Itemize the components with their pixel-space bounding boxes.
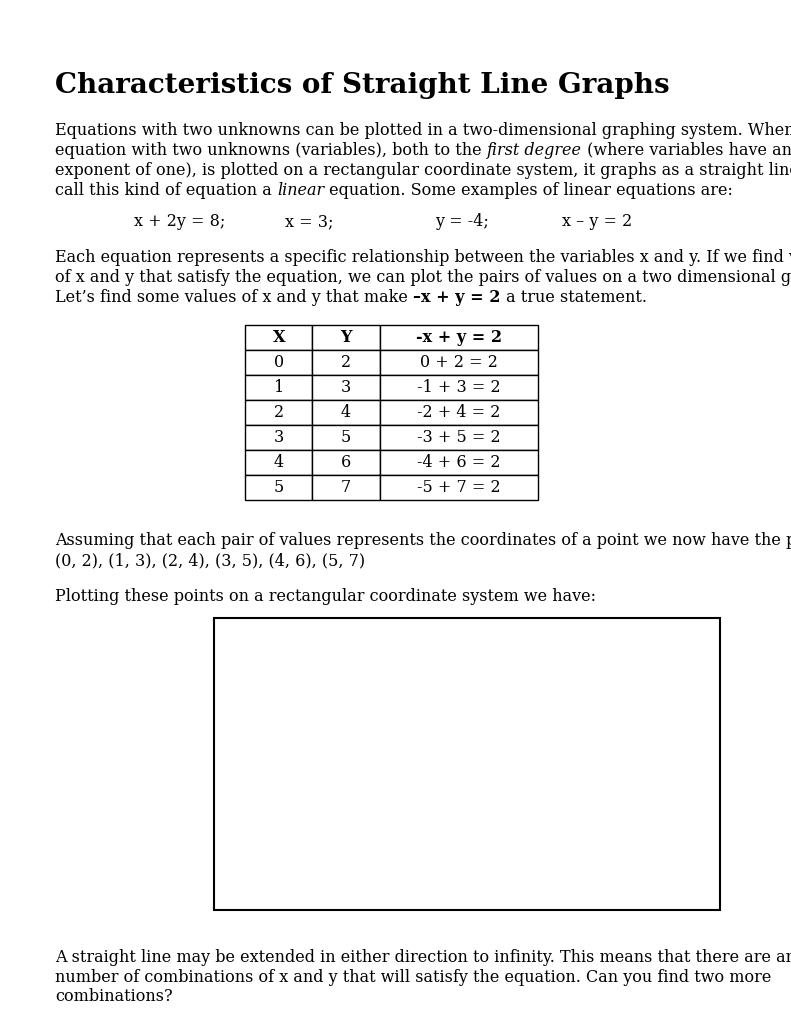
Text: a true statement.: a true statement. [501,290,647,306]
Text: 2: 2 [341,354,351,372]
Text: 4: 4 [341,404,351,421]
Bar [312,475,380,500]
Text: -x + y = 2: -x + y = 2 [416,330,501,346]
Text: 3: 3 [274,429,284,446]
Bar [245,451,312,475]
Title: Graph of -x + y = 2: Graph of -x + y = 2 [406,654,567,669]
Text: (where variables have an: (where variables have an [582,141,791,159]
Text: 0 + 2 = 2: 0 + 2 = 2 [420,354,498,372]
Bar [245,375,312,400]
Bar [245,400,312,425]
Text: x + 2y = 8;: x + 2y = 8; [134,213,226,230]
Text: (0, 2), (1, 3), (2, 4), (3, 5), (4, 6), (5, 7): (0, 2), (1, 3), (2, 4), (3, 5), (4, 6), … [55,552,365,569]
Text: Equations with two unknowns can be plotted in a two-dimensional graphing system.: Equations with two unknowns can be plott… [55,122,791,138]
Bar [245,475,312,500]
Text: combinations?: combinations? [55,988,173,1006]
X-axis label: x axis: x axis [464,873,509,888]
Text: 5: 5 [274,479,284,496]
Y-axis label: y axis: y axis [237,737,250,780]
Bar [380,425,538,451]
Text: equation with two unknowns (variables), both to the: equation with two unknowns (variables), … [55,141,487,159]
Text: -5 + 7 = 2: -5 + 7 = 2 [417,479,501,496]
Bar [380,326,538,350]
Text: x = 3;: x = 3; [285,213,333,230]
Text: Plotting these points on a rectangular coordinate system we have:: Plotting these points on a rectangular c… [55,588,596,605]
Text: y = -4;: y = -4; [435,213,489,230]
Bar [312,326,380,350]
Text: 5: 5 [341,429,351,446]
Text: x – y = 2: x – y = 2 [562,213,632,230]
Text: 1: 1 [274,379,284,396]
Text: -4 + 6 = 2: -4 + 6 = 2 [417,454,501,471]
Text: 0: 0 [274,354,284,372]
Text: exponent of one), is plotted on a rectangular coordinate system, it graphs as a : exponent of one), is plotted on a rectan… [55,162,791,178]
Text: -2 + 4 = 2: -2 + 4 = 2 [417,404,501,421]
Bar [312,400,380,425]
Bar [380,400,538,425]
Text: Each equation represents a specific relationship between the variables x and y. : Each equation represents a specific rela… [55,250,791,266]
Text: Assuming that each pair of values represents the coordinates of a point we now h: Assuming that each pair of values repres… [55,531,791,549]
Text: Characteristics of Straight Line Graphs: Characteristics of Straight Line Graphs [55,72,670,98]
Text: 2: 2 [274,404,284,421]
Text: first degree: first degree [487,141,582,159]
Bar [312,451,380,475]
Text: -3 + 5 = 2: -3 + 5 = 2 [417,429,501,446]
Bar [312,425,380,451]
Bar [312,350,380,375]
Bar [380,475,538,500]
Text: -1 + 3 = 2: -1 + 3 = 2 [417,379,501,396]
Text: equation. Some examples of linear equations are:: equation. Some examples of linear equati… [324,181,733,199]
Text: linear: linear [277,181,324,199]
Text: –x + y = 2: –x + y = 2 [414,290,501,306]
Text: call this kind of equation a: call this kind of equation a [55,181,277,199]
Text: 3: 3 [341,379,351,396]
Bar [245,326,312,350]
Text: Y: Y [340,330,352,346]
Text: A straight line may be extended in either direction to infinity. This means that: A straight line may be extended in eithe… [55,948,791,966]
Text: 7: 7 [341,479,351,496]
Text: 6: 6 [341,454,351,471]
Bar [312,375,380,400]
Bar [380,451,538,475]
Bar [245,350,312,375]
Text: Let’s find some values of x and y that make: Let’s find some values of x and y that m… [55,290,414,306]
Text: 4: 4 [274,454,284,471]
Text: X: X [273,330,285,346]
Text: number of combinations of x and y that will satisfy the equation. Can you find t: number of combinations of x and y that w… [55,969,772,985]
Bar [380,350,538,375]
Text: of x and y that satisfy the equation, we can plot the pairs of values on a two d: of x and y that satisfy the equation, we… [55,269,791,287]
Bar [245,425,312,451]
Bar [380,375,538,400]
